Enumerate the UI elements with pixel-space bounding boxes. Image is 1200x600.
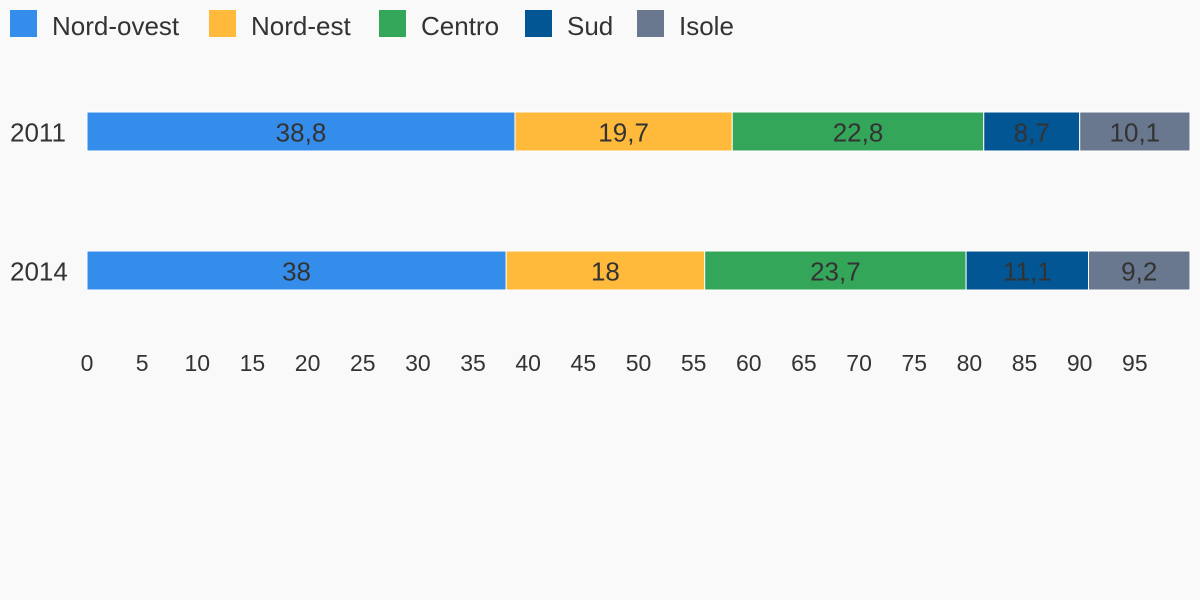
bar-segment-2014-2 xyxy=(704,250,967,291)
bar-value-label-2011-4: 10,1 xyxy=(1110,118,1161,148)
bar-value-label-2011-3: 8,7 xyxy=(1014,118,1050,148)
chart-legend: Nord-ovest Nord-est Centro Sud Isole xyxy=(10,10,734,41)
legend-swatch-3 xyxy=(525,10,552,37)
x-tick-label: 5 xyxy=(136,350,149,376)
x-tick-label: 75 xyxy=(901,350,927,376)
legend-label-1: Nord-est xyxy=(251,11,351,41)
bar-segment-2014-4 xyxy=(1088,250,1191,291)
legend-swatch-1 xyxy=(209,10,236,37)
x-tick-label: 65 xyxy=(791,350,817,376)
bar-value-label-2014-4: 9,2 xyxy=(1121,257,1157,287)
x-tick-label: 85 xyxy=(1012,350,1038,376)
legend-swatch-2 xyxy=(379,10,406,37)
x-tick-label: 20 xyxy=(295,350,321,376)
bar-value-label-2014-3: 11,1 xyxy=(1003,257,1052,287)
bar-segment-2014-1 xyxy=(505,250,706,291)
bar-value-label-2011-2: 22,8 xyxy=(833,118,884,148)
bar-segment-2011-4 xyxy=(1079,111,1191,152)
bar-area: 38,8 19,7 22,8 8,7 10,1 38 18 23,7 11,1 9,2 xyxy=(86,111,1191,291)
category-label-2011: 2011 xyxy=(10,118,66,148)
x-tick-label: 25 xyxy=(350,350,376,376)
legend-label-2: Centro xyxy=(421,11,499,41)
x-tick-label: 45 xyxy=(571,350,597,376)
category-axis: 2011 2014 xyxy=(10,118,68,287)
bar-segment-2011-2 xyxy=(731,111,985,152)
bar-segment-2011-0 xyxy=(86,111,516,152)
x-tick-label: 10 xyxy=(185,350,211,376)
bar-segment-2014-0 xyxy=(86,250,507,291)
x-tick-label: 90 xyxy=(1067,350,1093,376)
bar-value-label-2014-0: 38 xyxy=(282,257,311,287)
x-tick-label: 35 xyxy=(460,350,486,376)
x-tick-label: 50 xyxy=(626,350,652,376)
legend-swatch-0 xyxy=(10,10,37,37)
x-tick-label: 55 xyxy=(681,350,707,376)
bar-segment-2011-1 xyxy=(514,111,733,152)
legend-swatch-4 xyxy=(637,10,664,37)
x-tick-label: 15 xyxy=(240,350,266,376)
bar-value-label-2014-2: 23,7 xyxy=(810,257,861,287)
bar-value-label-2011-1: 19,7 xyxy=(598,118,649,148)
category-label-2014: 2014 xyxy=(10,257,68,287)
x-tick-label: 60 xyxy=(736,350,762,376)
x-tick-label: 95 xyxy=(1122,350,1148,376)
x-tick-label: 70 xyxy=(846,350,872,376)
x-tick-label: 40 xyxy=(515,350,541,376)
bar-value-label-2011-0: 38,8 xyxy=(276,118,327,148)
legend-label-0: Nord-ovest xyxy=(52,11,180,41)
x-tick-label: 30 xyxy=(405,350,431,376)
value-axis: 0 5 10 15 20 25 30 35 40 45 50 55 60 65 70 75 80 85 90 95 xyxy=(81,350,1148,376)
bar-value-label-2014-1: 18 xyxy=(591,257,620,287)
x-tick-label: 0 xyxy=(81,350,94,376)
legend-label-4: Isole xyxy=(679,11,734,41)
legend-label-3: Sud xyxy=(567,11,613,41)
bar-segment-2014-3 xyxy=(965,250,1090,291)
x-tick-label: 80 xyxy=(957,350,983,376)
